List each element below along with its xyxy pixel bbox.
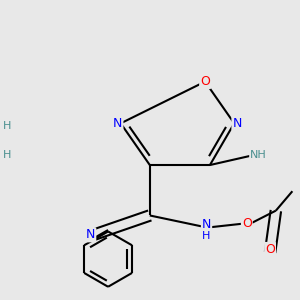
Text: N: N bbox=[232, 117, 242, 130]
Text: O: O bbox=[200, 75, 210, 88]
Text: N: N bbox=[113, 117, 122, 130]
Text: H: H bbox=[3, 150, 11, 160]
Text: N: N bbox=[86, 228, 95, 242]
Text: H: H bbox=[3, 121, 11, 131]
Text: O: O bbox=[242, 217, 252, 230]
Text: N: N bbox=[202, 218, 211, 231]
Text: H: H bbox=[202, 231, 211, 241]
Text: NH: NH bbox=[250, 150, 267, 160]
Text: O: O bbox=[265, 243, 275, 256]
